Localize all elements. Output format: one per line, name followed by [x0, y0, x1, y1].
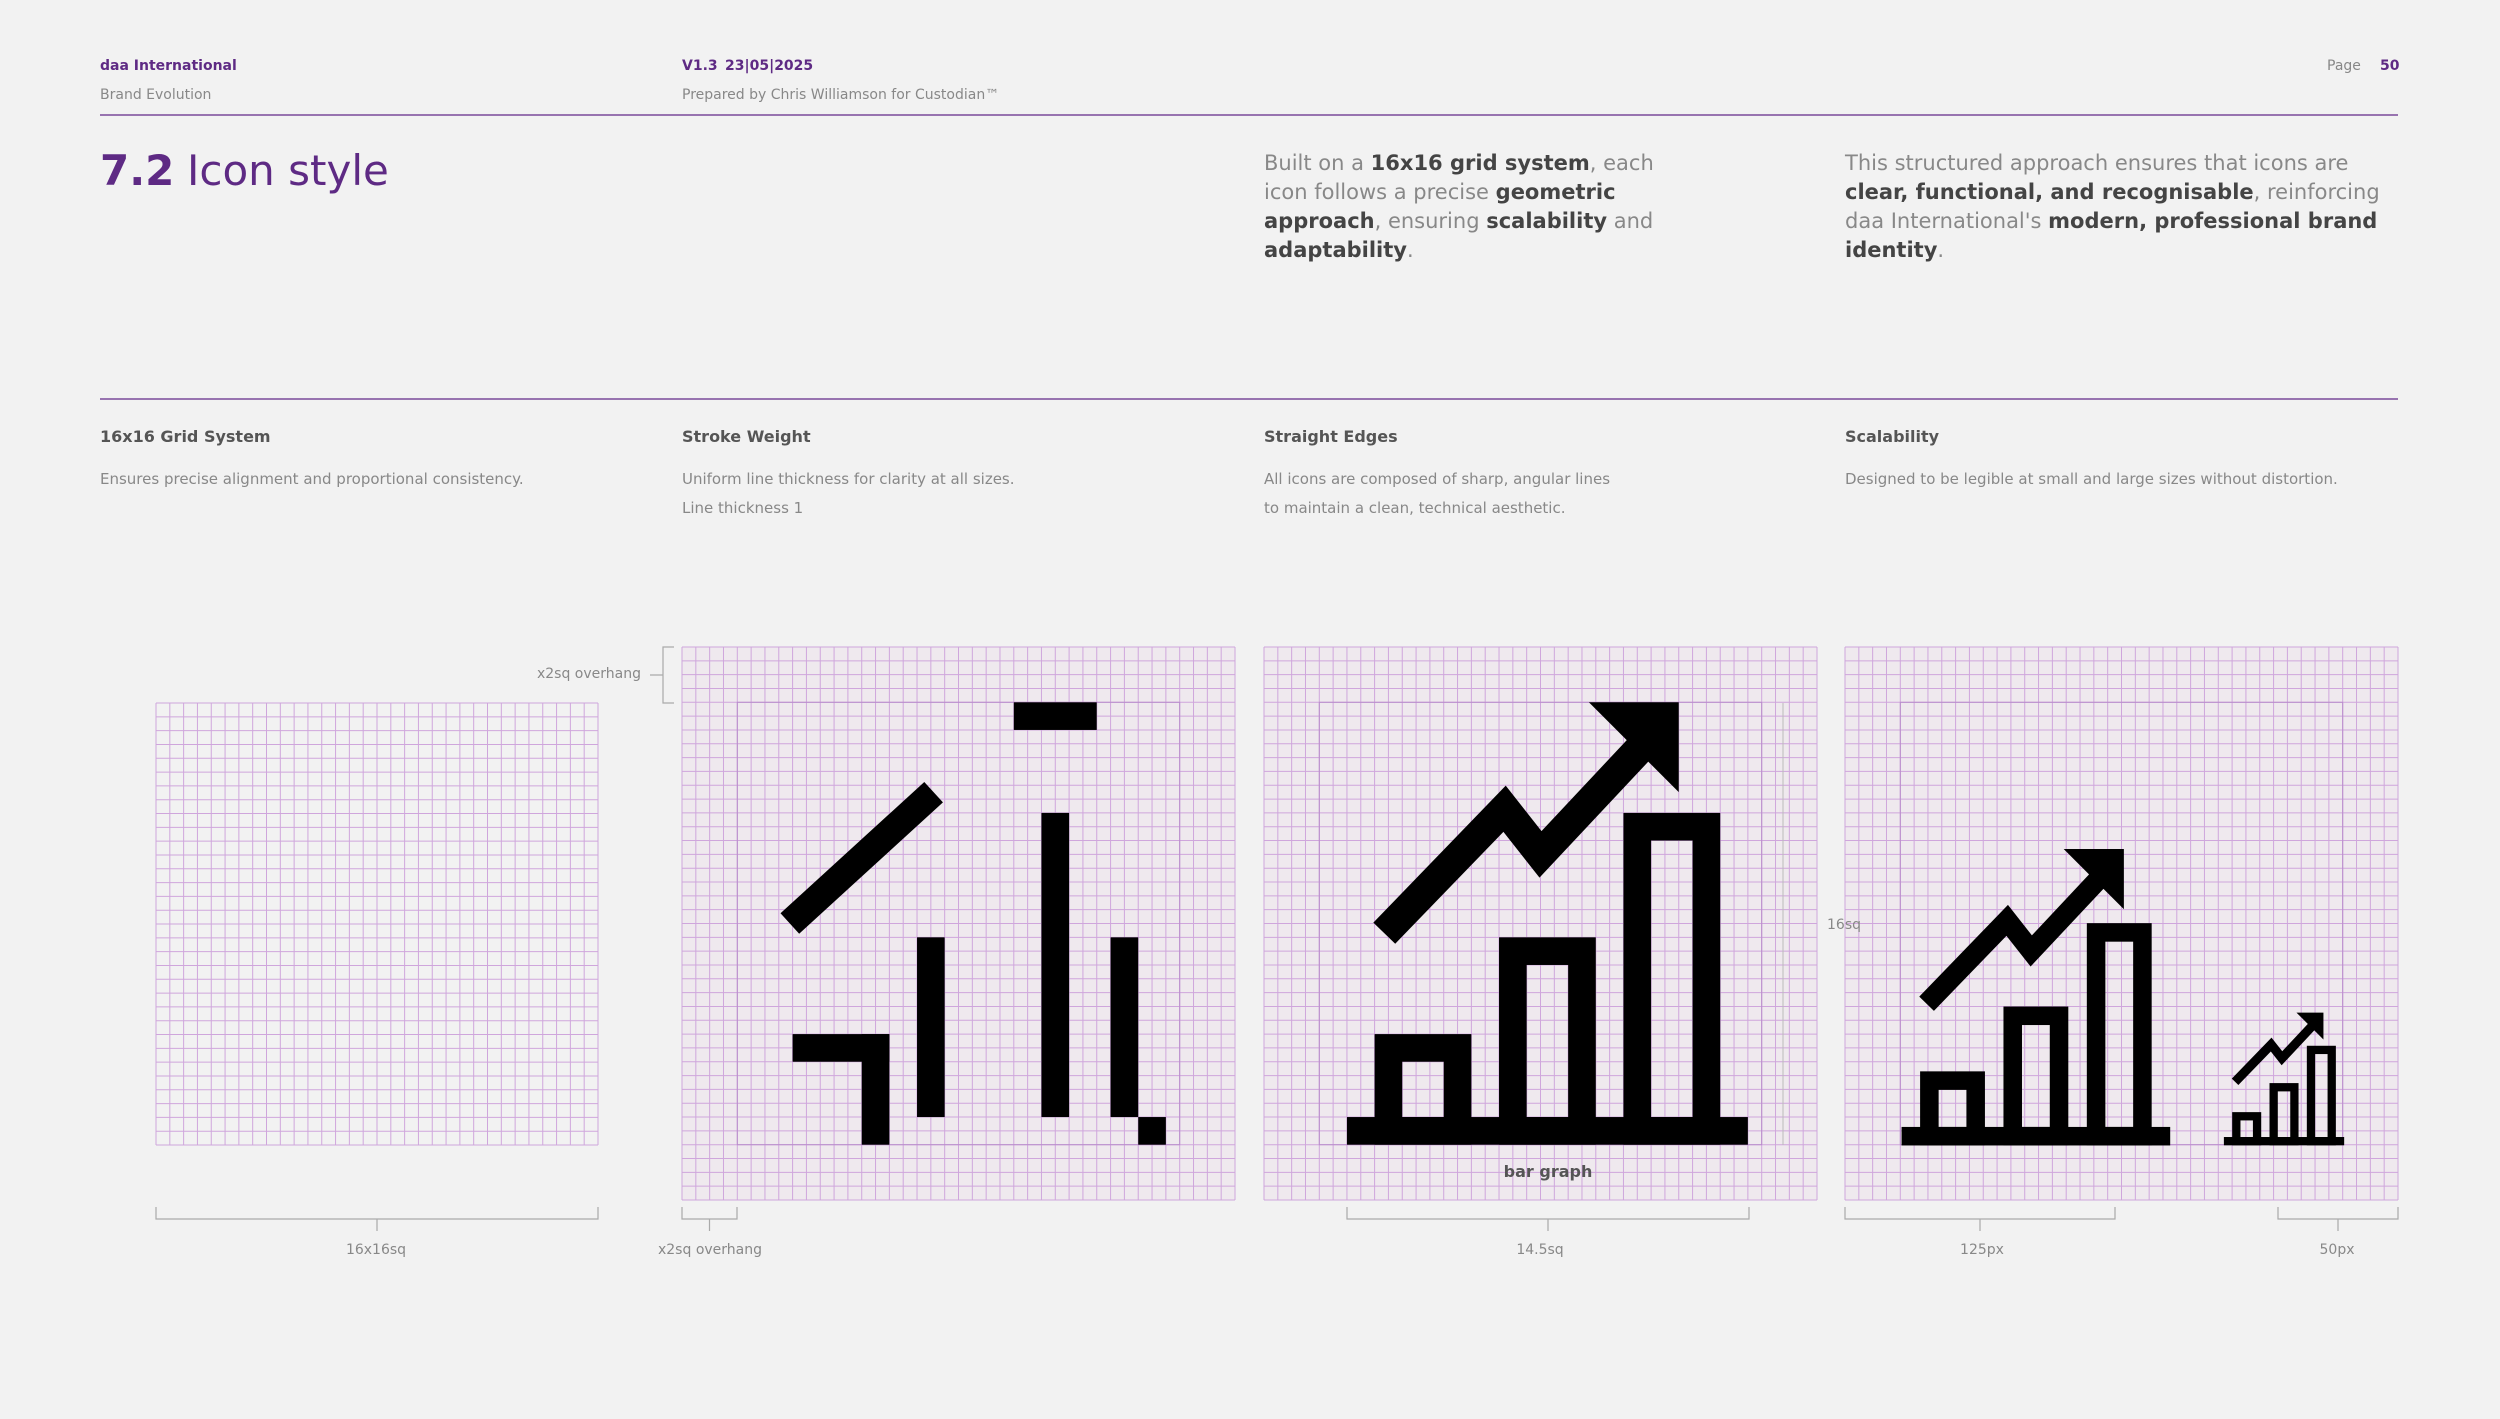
text-run: Built on a: [1264, 151, 1371, 175]
icon-bar: [1374, 1034, 1472, 1145]
emphasis: modern, professional brand identity: [1845, 209, 2378, 262]
text-run: , ensuring: [1374, 209, 1487, 233]
text-run: , reinforcing daa International's: [1845, 180, 2380, 233]
icon-stroke: [1041, 812, 1070, 1118]
annotation: 16sq: [1827, 917, 1861, 933]
text-run: .: [1937, 238, 1945, 262]
text-run: This structured approach ensures that ic…: [1845, 151, 2349, 175]
icon-stroke: [917, 937, 945, 1118]
icon-stroke: [1110, 937, 1139, 1118]
text-run: .: [1406, 238, 1414, 262]
dimension-bracket: [155, 1207, 599, 1231]
principle-description: Line thickness 1: [682, 499, 804, 517]
icon-bar: [2269, 1083, 2299, 1146]
intro-paragraph: Built on a 16x16 grid system, each icon …: [1264, 149, 1694, 265]
icon-stroke: [861, 1034, 890, 1145]
dimension-bracket: [681, 1207, 738, 1231]
annotation: 16x16sq: [345, 1242, 407, 1258]
principle-title: Scalability: [1845, 427, 1940, 446]
icon-stroke: [1013, 702, 1097, 730]
dimension-bracket: [1844, 1207, 2116, 1231]
prepared-by: Prepared by Chris Williamson for Custodi…: [682, 87, 1000, 103]
dimension: [1346, 1207, 1750, 1231]
text-run: , each icon follows a precise: [1264, 151, 1654, 204]
icon-bar: [1920, 1071, 1985, 1146]
principle-description: Designed to be legible at small and larg…: [1845, 470, 2338, 488]
icon-bar: [2086, 923, 2152, 1146]
icon-stroke: [1138, 1117, 1166, 1145]
bar-graph-icon: [2223, 1012, 2345, 1146]
emphasis: clear, functional, and recognisable: [1845, 180, 2254, 204]
icon-arrow: [1373, 733, 1656, 944]
icon-name: bar graph: [1503, 1162, 1593, 1181]
annotation: 125px: [1960, 1242, 2004, 1258]
annotation: x2sq overhang: [657, 1242, 763, 1258]
principle-title: Straight Edges: [1264, 427, 1398, 446]
icon-bar: [1499, 937, 1596, 1145]
annotation: 14.5sq: [1516, 1242, 1564, 1258]
annotation: x2sq overhang: [536, 666, 641, 682]
page-label: Page: [2327, 58, 2361, 74]
principle-title: 16x16 Grid System: [100, 427, 271, 446]
dimension: [681, 1207, 738, 1231]
icon-bar: [2003, 1006, 2069, 1146]
icon-bar: [1623, 812, 1721, 1145]
principle-description: All icons are composed of sharp, angular…: [1264, 470, 1611, 488]
icon-stroke: [780, 781, 943, 934]
principle-description: to maintain a clean, technical aesthetic…: [1264, 499, 1566, 517]
grid: [155, 702, 599, 1146]
icon-bar: [2306, 1045, 2336, 1146]
dimension: [155, 1207, 599, 1231]
page-number: 50: [2380, 58, 2400, 74]
icon-bar: [2232, 1112, 2262, 1146]
bar-graph-icon: [1346, 702, 1748, 1145]
icon-arrow: [1919, 869, 2109, 1011]
version: V1.3: [682, 58, 718, 74]
emphasis: scalability: [1486, 209, 1608, 233]
text-run: and: [1607, 209, 1654, 233]
dimension-bracket: [650, 646, 674, 704]
icon-arrowhead: [1588, 702, 1679, 793]
dimension-bracket: [2277, 1207, 2399, 1231]
icon-arrow: [2231, 1021, 2317, 1086]
dimension: [2277, 1207, 2399, 1231]
stroke-icon: [780, 702, 1166, 1145]
section-number: 7.2: [100, 146, 175, 195]
emphasis: adaptability: [1264, 238, 1407, 262]
principle-title: Stroke Weight: [682, 427, 811, 446]
principle-description: Uniform line thickness for clarity at al…: [682, 470, 1015, 488]
company: daa International: [100, 58, 237, 74]
date: 23|05|2025: [725, 58, 814, 74]
dimension-bracket: [1346, 1207, 1750, 1231]
intro-paragraph: This structured approach ensures that ic…: [1845, 149, 2405, 265]
bar-graph-icon: [1901, 849, 2171, 1146]
emphasis: geometric approach: [1264, 180, 1616, 233]
dimension: [1844, 1207, 2116, 1231]
emphasis: 16x16 grid system: [1370, 151, 1590, 175]
document-name: Brand Evolution: [100, 87, 212, 103]
principle-description: Ensures precise alignment and proportion…: [100, 470, 524, 488]
grid-inner: [736, 701, 1181, 1146]
annotation: 50px: [2319, 1242, 2355, 1258]
section-title: Icon style: [187, 146, 389, 195]
icon-arrowhead: [2063, 849, 2124, 910]
